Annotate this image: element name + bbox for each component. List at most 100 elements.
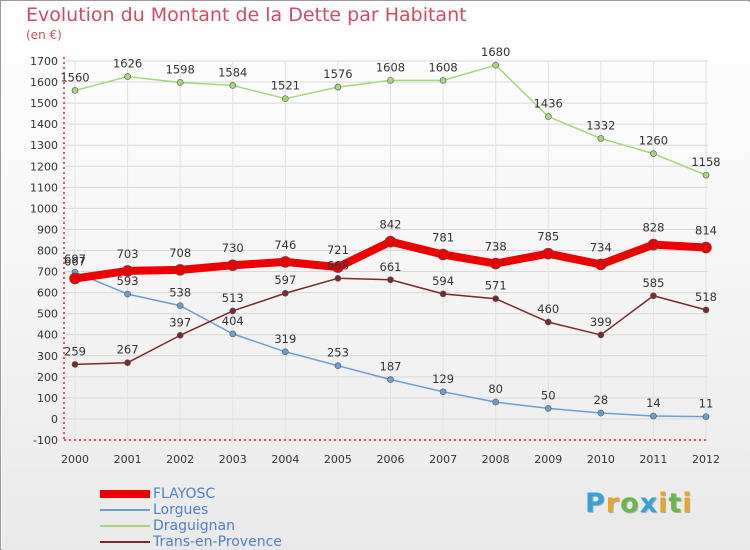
x-tick-label: 2007: [429, 453, 457, 466]
data-point-lorgues: [229, 330, 237, 338]
data-label-flayosc: 842: [380, 218, 402, 232]
data-label-draguignan: 1598: [166, 62, 195, 76]
data-point-draguignan: [650, 150, 657, 157]
data-label-lorgues: 319: [274, 332, 296, 346]
data-label-flayosc: 721: [327, 243, 349, 257]
data-label-trans-en-provence: 668: [327, 258, 349, 272]
legend-item: Lorgues: [100, 502, 320, 518]
data-point-draguignan: [387, 77, 394, 84]
y-tick-label: 700: [37, 266, 58, 279]
legend-swatch: [100, 541, 150, 543]
data-point-lorgues: [597, 409, 605, 417]
data-label-draguignan: 1576: [323, 67, 352, 81]
data-label-trans-en-provence: 399: [590, 315, 612, 329]
data-point-draguignan: [334, 83, 342, 91]
legend-swatch: [100, 490, 150, 498]
y-tick-label: 0: [51, 413, 58, 426]
data-point-trans-en-provence: [597, 331, 605, 339]
data-point-flayosc: [437, 248, 449, 261]
x-tick-label: 2006: [377, 453, 405, 466]
legend-label: FLAYOSC: [153, 486, 216, 502]
x-tick-label: 2008: [482, 453, 510, 466]
data-point-trans-en-provence: [492, 295, 499, 303]
y-tick-label: 1100: [30, 181, 58, 194]
data-point-flayosc: [647, 238, 660, 251]
data-label-trans-en-provence: 267: [117, 343, 139, 357]
y-tick-label: 800: [37, 245, 58, 258]
data-label-lorgues: 253: [327, 346, 349, 360]
data-label-lorgues: 187: [380, 360, 402, 374]
data-label-lorgues: 80: [488, 382, 503, 396]
data-label-flayosc: 828: [642, 221, 664, 235]
logo-letter: o: [620, 488, 640, 519]
data-point-draguignan: [229, 82, 237, 89]
data-point-trans-en-provence: [229, 307, 237, 315]
data-point-lorgues: [492, 398, 499, 406]
data-label-draguignan: 1521: [271, 79, 300, 93]
legend-item: Trans-en-Provence: [100, 534, 320, 550]
data-point-flayosc: [332, 261, 344, 273]
data-label-draguignan: 1332: [586, 118, 615, 132]
data-label-trans-en-provence: 397: [169, 315, 191, 329]
data-label-draguignan: 1584: [218, 65, 247, 79]
data-label-lorgues: 129: [432, 372, 454, 386]
x-tick-label: 2002: [166, 453, 194, 466]
data-point-trans-en-provence: [544, 318, 552, 326]
y-tick-label: 1700: [30, 55, 58, 68]
logo-letter: P: [585, 488, 606, 519]
chart-legend: FLAYOSC Lorgues Draguignan Trans-en-Provenc…: [100, 486, 320, 550]
data-label-flayosc: 667: [64, 255, 86, 269]
y-tick-label: 1600: [30, 76, 58, 89]
data-point-lorgues: [282, 348, 289, 356]
y-tick-label: 400: [37, 329, 58, 342]
data-label-lorgues: 50: [541, 388, 556, 402]
legend-label: Trans-en-Provence: [153, 534, 282, 550]
data-point-draguignan: [702, 171, 710, 179]
y-tick-label: 1300: [30, 139, 58, 152]
y-tick-label: 1200: [30, 160, 58, 173]
legend-item: FLAYOSC: [100, 486, 320, 502]
data-label-flayosc: 814: [695, 224, 717, 238]
data-label-trans-en-provence: 571: [485, 279, 507, 293]
data-point-flayosc: [700, 241, 712, 254]
data-label-draguignan: 1158: [691, 155, 720, 169]
data-label-trans-en-provence: 513: [222, 291, 244, 305]
data-label-lorgues: 28: [594, 393, 609, 407]
y-tick-label: 1500: [30, 97, 58, 110]
data-point-trans-en-provence: [334, 274, 342, 282]
data-label-lorgues: 697: [64, 252, 86, 266]
legend-swatch: [100, 509, 150, 511]
data-point-draguignan: [282, 95, 289, 102]
data-point-lorgues: [334, 362, 342, 369]
data-point-draguignan: [124, 73, 131, 80]
data-label-draguignan: 1626: [113, 57, 142, 71]
data-label-flayosc: 738: [485, 240, 507, 254]
data-label-flayosc: 708: [169, 246, 191, 260]
data-point-trans-en-provence: [702, 306, 710, 314]
y-tick-label: 300: [37, 350, 58, 363]
data-point-flayosc: [595, 258, 607, 271]
data-point-draguignan: [597, 135, 605, 142]
y-tick-label: 1000: [30, 202, 58, 215]
y-tick-label: 1400: [30, 118, 58, 131]
legend-label: Draguignan: [153, 518, 235, 534]
data-label-lorgues: 593: [117, 274, 139, 288]
data-label-trans-en-provence: 460: [537, 302, 559, 316]
data-label-lorgues: 11: [699, 397, 714, 411]
data-point-flayosc: [121, 265, 134, 277]
data-point-trans-en-provence: [282, 289, 289, 297]
data-label-draguignan: 1608: [376, 60, 405, 74]
x-tick-label: 2005: [324, 453, 352, 466]
y-tick-label: 200: [37, 371, 58, 384]
data-point-flayosc: [542, 247, 555, 260]
data-point-flayosc: [489, 257, 502, 270]
chart-unit: (en €): [26, 28, 62, 42]
data-point-flayosc: [384, 235, 397, 248]
data-point-draguignan: [71, 87, 79, 94]
y-tick-label: 600: [37, 287, 58, 300]
logo-letter: r: [605, 488, 621, 519]
data-point-lorgues: [650, 412, 657, 420]
x-tick-label: 2001: [114, 453, 142, 466]
data-label-lorgues: 14: [646, 396, 661, 410]
